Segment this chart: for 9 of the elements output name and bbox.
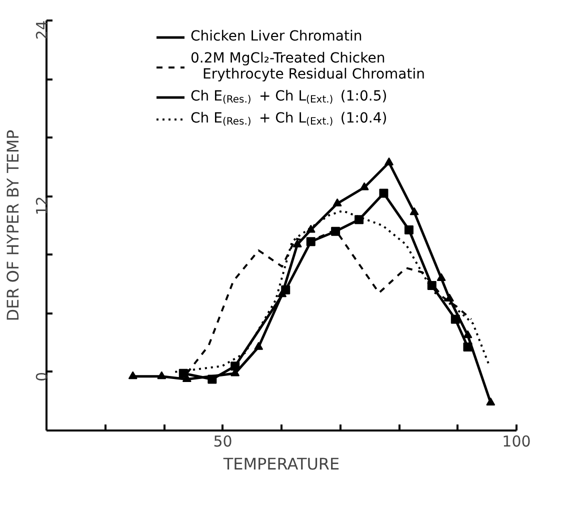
y-tick-label: 24	[33, 20, 51, 40]
y-tick-label: 12	[33, 196, 51, 216]
x-tick-label: 100	[502, 432, 531, 450]
x-tick-label: 50	[213, 432, 232, 450]
y-tick-label: 0	[33, 372, 51, 382]
y-axis-title: DER OF HYPER BY TEMP	[4, 129, 22, 322]
legend-label: Chicken Liver Chromatin	[190, 28, 362, 44]
legend-label: 0.2M MgCl₂-Treated Chicken Erythrocyte Residual Chromatin	[190, 50, 426, 82]
x-axis-title: TEMPERATURE	[222, 454, 340, 474]
